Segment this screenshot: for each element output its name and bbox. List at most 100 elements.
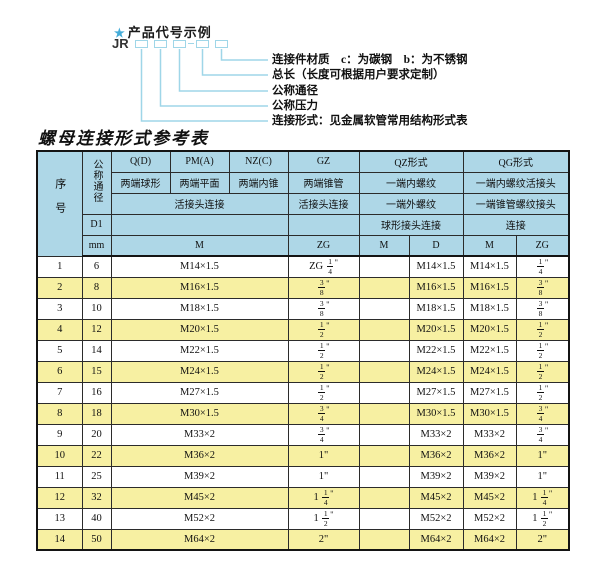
cell-dn: 18 — [81, 402, 112, 425]
header-qz-unit-d: D — [408, 234, 464, 257]
cell-m: M27×1.5 — [110, 381, 289, 404]
cell-qz-d: M14×1.5 — [408, 255, 464, 278]
header-qz-sub2: 一端外螺纹 — [358, 192, 464, 215]
code-box-3 — [173, 40, 186, 48]
cell-qz-m — [358, 528, 410, 551]
cell-m: M22×1.5 — [110, 339, 289, 362]
header-qz-sub1: 一端内螺纹 — [358, 171, 464, 194]
cell-serial: 14 — [36, 528, 83, 551]
cell-gz: 1 2 " — [287, 360, 360, 383]
code-dash — [188, 43, 194, 44]
cell-dn: 22 — [81, 444, 112, 467]
code-box-4 — [196, 40, 209, 48]
cell-qz-d: M33×2 — [408, 423, 464, 446]
cell-qg-zg: 1 1 4 " — [515, 486, 570, 509]
table-row: 3 10 M18×1.5 3 8 " M18×1.5 M18×1.5 3 8 " — [36, 297, 570, 320]
cell-serial: 11 — [36, 465, 83, 488]
cell-dn: 12 — [81, 318, 112, 341]
cell-qz-m — [358, 507, 410, 530]
cell-m: M14×1.5 — [110, 255, 289, 278]
cell-qg-zg: 2" — [515, 528, 570, 551]
cell-qg-m: M52×2 — [462, 507, 517, 530]
code-label-length: 总长（长度可根据用户要求定制） — [272, 69, 445, 81]
cell-dn: 6 — [81, 255, 112, 278]
table-row: 5 14 M22×1.5 1 2 " M22×1.5 M22×1.5 1 2 " — [36, 339, 570, 362]
cell-m: M52×2 — [110, 507, 289, 530]
cell-dn: 50 — [81, 528, 112, 551]
cell-qz-d: M18×1.5 — [408, 297, 464, 320]
cell-qz-m — [358, 339, 410, 362]
cell-m: M18×1.5 — [110, 297, 289, 320]
cell-qg-m: M24×1.5 — [462, 360, 517, 383]
cell-serial: 4 — [36, 318, 83, 341]
header-q-sub: 两端球形 — [110, 171, 171, 194]
cell-qz-d: M52×2 — [408, 507, 464, 530]
header-nominal-diameter: 公称通径 — [81, 150, 112, 215]
cell-gz: 1 1 4 " — [287, 486, 360, 509]
cell-qg-m: M16×1.5 — [462, 276, 517, 299]
cell-serial: 10 — [36, 444, 83, 467]
cell-qz-m — [358, 276, 410, 299]
cell-m: M36×2 — [110, 444, 289, 467]
cell-gz: 2" — [287, 528, 360, 551]
header-d1: D1 — [81, 213, 112, 236]
cell-qg-m: M22×1.5 — [462, 339, 517, 362]
cell-gz: 1 1 2 " — [287, 507, 360, 530]
code-label-pressure: 公称压力 — [272, 100, 318, 112]
table-body: 1 6 M14×1.5 ZG 1 4 " M14×1.5 M14×1.5 1 4 " 2 8 M16×1.… — [36, 255, 570, 551]
cell-qz-m — [358, 402, 410, 425]
table-row: 4 12 M20×1.5 1 2 " M20×1.5 M20×1.5 1 2 " — [36, 318, 570, 341]
cell-serial: 5 — [36, 339, 83, 362]
cell-gz: 1 2 " — [287, 381, 360, 404]
header-qg-sub1: 一端内螺纹活接头 — [462, 171, 570, 194]
cell-qg-zg: 1 2 " — [515, 360, 570, 383]
cell-qg-m: M33×2 — [462, 423, 517, 446]
cell-m: M20×1.5 — [110, 318, 289, 341]
cell-qz-m — [358, 486, 410, 509]
cell-serial: 9 — [36, 423, 83, 446]
cell-qz-m — [358, 297, 410, 320]
table-title: 螺母连接形式参考表 — [38, 129, 209, 148]
cell-m: M33×2 — [110, 423, 289, 446]
cell-qz-m — [358, 423, 410, 446]
cell-qg-m: M30×1.5 — [462, 402, 517, 425]
cell-gz: 3 8 " — [287, 276, 360, 299]
cell-qz-m — [358, 360, 410, 383]
diagram-title: ★ 产品代号示例 — [114, 22, 212, 41]
header-empty-gz — [287, 213, 360, 236]
table-header: 序号 公称通径 Q(D) PM(A) NZ(C) GZ QZ形式 QG形式 两端… — [36, 150, 570, 257]
cell-gz: 1 2 " — [287, 339, 360, 362]
cell-qz-d: M39×2 — [408, 465, 464, 488]
cell-qg-zg: 3 8 " — [515, 297, 570, 320]
header-qz-row4: 球形接头连接 — [358, 213, 464, 236]
cell-qz-m — [358, 255, 410, 278]
cell-dn: 16 — [81, 381, 112, 404]
star-icon: ★ — [114, 26, 126, 40]
code-box-5 — [215, 40, 228, 48]
cell-serial: 12 — [36, 486, 83, 509]
cell-qg-zg: 3 8 " — [515, 276, 570, 299]
cell-qz-m — [358, 465, 410, 488]
cell-qz-d: M16×1.5 — [408, 276, 464, 299]
cell-m: M45×2 — [110, 486, 289, 509]
header-serial: 序号 — [36, 150, 83, 257]
table-row: 11 25 M39×2 1" M39×2 M39×2 1" — [36, 465, 570, 488]
table-row: 12 32 M45×2 1 1 4 " M45×2 M45×2 1 1 4 " — [36, 486, 570, 509]
cell-qg-zg: 1 2 " — [515, 339, 570, 362]
cell-qz-d: M30×1.5 — [408, 402, 464, 425]
cell-dn: 14 — [81, 339, 112, 362]
code-label-material: 连接件材质 c：为碳钢 b：为不锈钢 — [272, 54, 468, 66]
header-col-qg: QG形式 — [462, 150, 570, 173]
cell-qg-m: M45×2 — [462, 486, 517, 509]
code-box-1 — [135, 40, 148, 48]
cell-qz-d: M24×1.5 — [408, 360, 464, 383]
cell-serial: 6 — [36, 360, 83, 383]
table-row: 2 8 M16×1.5 3 8 " M16×1.5 M16×1.5 3 8 " — [36, 276, 570, 299]
cell-qg-m: M36×2 — [462, 444, 517, 467]
cell-dn: 32 — [81, 486, 112, 509]
header-col-gz: GZ — [287, 150, 360, 173]
cell-qg-m: M20×1.5 — [462, 318, 517, 341]
cell-qg-zg: 1 1 2 " — [515, 507, 570, 530]
header-gz-row3: 活接头连接 — [287, 192, 360, 215]
table-row: 7 16 M27×1.5 1 2 " M27×1.5 M27×1.5 1 2 " — [36, 381, 570, 404]
